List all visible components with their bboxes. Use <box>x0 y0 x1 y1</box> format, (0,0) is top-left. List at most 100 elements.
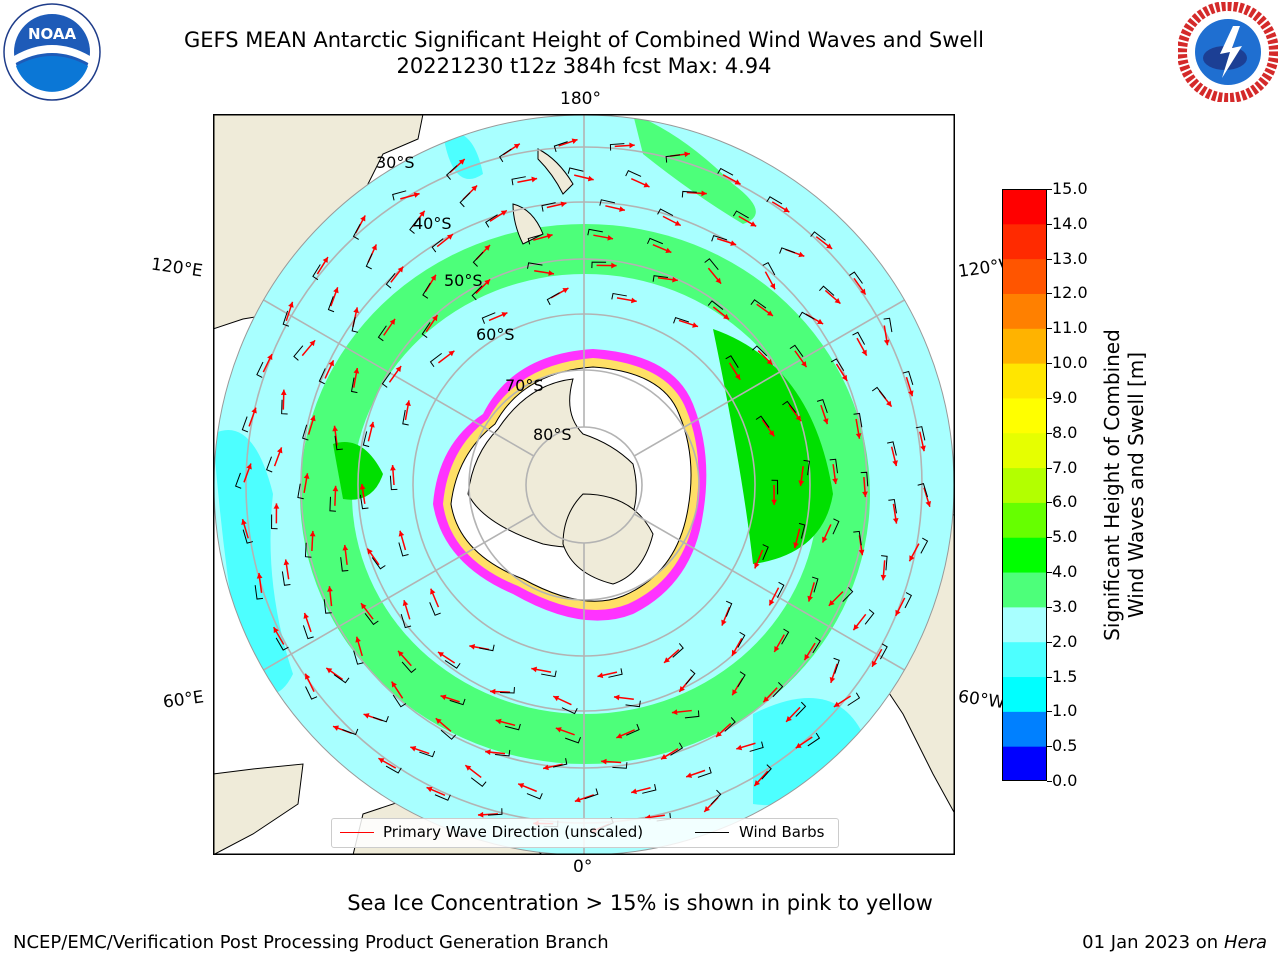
wave-arrow-head <box>587 175 594 182</box>
wind-barb <box>312 264 321 281</box>
wave-arrow-head <box>518 783 525 789</box>
wind-barb <box>409 218 419 234</box>
lat-label-60s: 60°S <box>476 325 515 344</box>
wind-barb <box>816 398 828 414</box>
wave-arrow-head <box>363 713 370 719</box>
wind-barb <box>812 637 821 654</box>
wind-barb <box>400 614 412 629</box>
wind-barb <box>505 723 521 731</box>
wind-barb <box>401 661 417 674</box>
wave-arrow-head <box>309 340 316 347</box>
wind-barb <box>819 285 835 296</box>
wind-barb <box>599 199 616 206</box>
wave-arrow-head <box>613 694 620 701</box>
wave-arrow-head <box>419 210 425 217</box>
wind-barb <box>737 671 746 688</box>
wind-barb <box>852 331 866 345</box>
colorbar-tick-label: 0.5 <box>1052 736 1078 756</box>
wave-arrow-head <box>731 649 738 656</box>
colorbar-segment <box>1002 711 1047 747</box>
wind-barb <box>371 557 386 570</box>
lat-label-70s: 70°S <box>505 376 544 395</box>
colorbar-tick-label: 12.0 <box>1052 283 1088 303</box>
footer-date: 01 Jan 2023 on Hera <box>1082 932 1267 953</box>
wind-barb <box>434 794 451 801</box>
wind-barb <box>422 282 431 299</box>
colorbar-tick-mark <box>1047 746 1052 748</box>
colorbar-tick-mark <box>1047 258 1052 260</box>
wind-barb <box>392 190 407 201</box>
wave-arrow-head <box>721 619 727 626</box>
wave-arrow-head <box>607 235 614 241</box>
lat-label-30s: 30°S <box>376 153 415 172</box>
colorbar-tick-label: 13.0 <box>1052 248 1088 268</box>
wind-barb <box>670 742 684 756</box>
wind-barb <box>351 317 359 333</box>
wave-arrow-head <box>619 206 625 212</box>
wave-arrow-head <box>342 544 349 551</box>
wave-arrow-head <box>430 274 436 281</box>
legend-barb-line <box>695 832 729 833</box>
wind-barb <box>553 141 568 153</box>
wind-barb <box>282 310 290 327</box>
wind-barb <box>860 471 869 487</box>
wind-barb <box>365 253 373 270</box>
wave-arrow-head <box>679 686 685 692</box>
lon-label-60e: 60°E <box>161 687 206 713</box>
land-new-zealand <box>537 148 574 195</box>
colorbar-segment <box>1002 363 1047 399</box>
wave-arrow-head <box>723 313 730 320</box>
legend-wave-line <box>340 832 374 833</box>
wind-barb <box>652 275 669 282</box>
wave-arrow-head <box>716 731 722 737</box>
wave-arrow-head <box>769 599 775 606</box>
wind-barb <box>265 456 273 473</box>
wave-arrow-head <box>369 421 375 428</box>
wind-barb <box>887 441 897 456</box>
colorbar-tick-label: 1.0 <box>1052 701 1078 721</box>
wind-barb <box>385 765 402 774</box>
wave-arrow-head <box>783 206 790 213</box>
wind-barb <box>608 668 623 678</box>
colorbar-tick-label: 15.0 <box>1052 179 1088 198</box>
wind-barb <box>626 723 640 736</box>
wave-arrow-head <box>543 764 549 771</box>
wind-barb <box>684 710 700 719</box>
wind-barb <box>829 458 839 474</box>
wave-arrow-head <box>754 780 760 786</box>
wind-barb <box>584 788 599 800</box>
land-africa <box>213 763 304 855</box>
wave-arrow-head <box>734 179 741 185</box>
colorbar-segment <box>1002 502 1047 538</box>
wave-arrow-head <box>495 718 502 725</box>
wave-arrow-head <box>671 709 678 715</box>
wave-arrow-head <box>766 358 773 365</box>
colorbar-tick-mark <box>1047 293 1052 295</box>
wave-arrow-head <box>484 244 491 251</box>
wind-barb <box>470 777 487 788</box>
wave-arrow-head <box>571 138 578 144</box>
wind-barb <box>853 530 862 546</box>
wave-zone-high <box>713 329 833 564</box>
wind-barb <box>541 202 556 212</box>
wind-barb <box>779 247 796 254</box>
wave-arrow-head <box>807 595 813 602</box>
wind-barb <box>392 694 407 708</box>
colorbar-tick-mark <box>1047 641 1052 643</box>
wind-barb <box>902 370 914 385</box>
wind-barb <box>421 322 431 338</box>
wave-arrow-head <box>909 555 915 562</box>
wave-arrow-head <box>766 310 773 316</box>
wind-barb <box>561 707 578 715</box>
wind-barb <box>591 261 607 269</box>
wave-arrow-head <box>858 549 865 556</box>
wave-arrow-head <box>872 660 878 667</box>
wave-arrow-head <box>280 389 287 395</box>
colorbar-tick-label: 7.0 <box>1052 457 1078 477</box>
wave-arrow-head <box>686 772 693 778</box>
polar-map <box>213 114 955 855</box>
wind-barb <box>402 409 409 426</box>
wave-arrow-head <box>310 415 316 422</box>
footer-machine: Hera <box>1223 932 1267 953</box>
wind-barb <box>871 386 887 399</box>
